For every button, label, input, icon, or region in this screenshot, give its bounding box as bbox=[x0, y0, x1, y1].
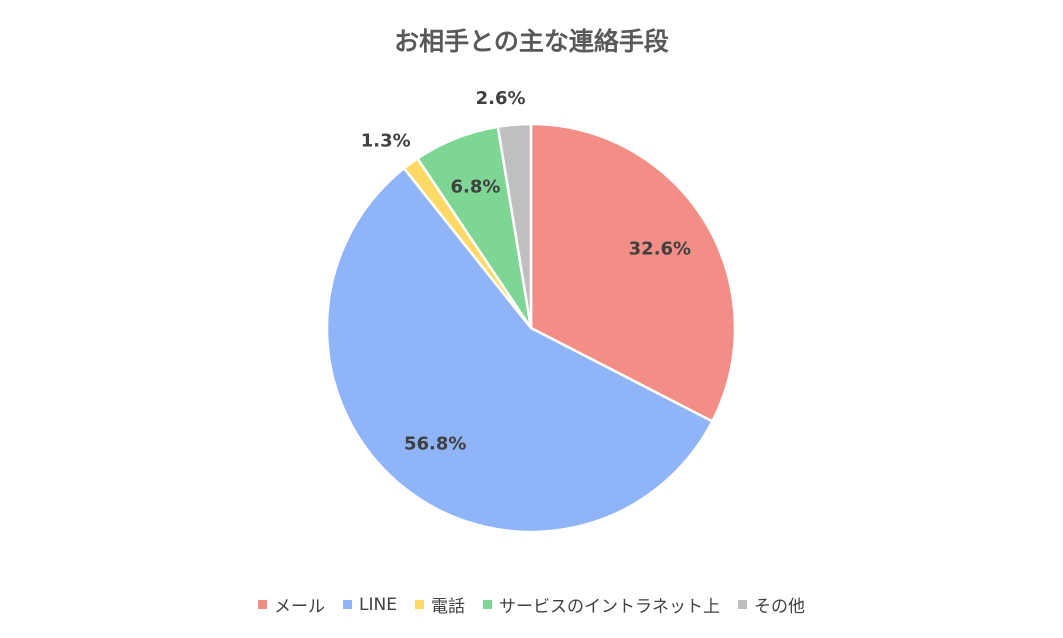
legend-swatch bbox=[414, 600, 424, 609]
legend-item-2: LINE bbox=[343, 595, 397, 615]
chart-title: お相手との主な連絡手段 bbox=[394, 27, 669, 56]
pie-slice-2 bbox=[325, 166, 715, 534]
legend-label: メール bbox=[274, 597, 326, 617]
legend-item-5: その他 bbox=[737, 592, 805, 617]
data-label-1: 32.6% bbox=[629, 238, 691, 259]
legend-item-3: 電話 bbox=[414, 592, 465, 617]
legend-swatch bbox=[482, 600, 492, 609]
legend-swatch bbox=[258, 600, 268, 609]
data-label-2: 56.8% bbox=[404, 434, 466, 455]
data-label-5: 2.6% bbox=[476, 88, 526, 109]
pie-slice-1 bbox=[529, 122, 737, 424]
legend-label: LINE bbox=[359, 594, 397, 615]
legend-swatch bbox=[343, 600, 353, 609]
legend-item-1: メール bbox=[258, 592, 325, 617]
legend-label: 電話 bbox=[430, 597, 465, 617]
chart-legend: メール LINE 電話 サービスのイントラネット上 その他 bbox=[0, 592, 1063, 617]
data-label-3: 1.3% bbox=[361, 130, 411, 151]
data-label-4: 6.8% bbox=[451, 177, 501, 198]
pie-slice-5 bbox=[496, 122, 533, 329]
legend-item-4: サービスのイントラネット上 bbox=[482, 592, 720, 617]
legend-swatch bbox=[737, 600, 747, 609]
legend-label: サービスのイントラネット上 bbox=[498, 597, 720, 617]
legend-label: その他 bbox=[753, 597, 805, 617]
